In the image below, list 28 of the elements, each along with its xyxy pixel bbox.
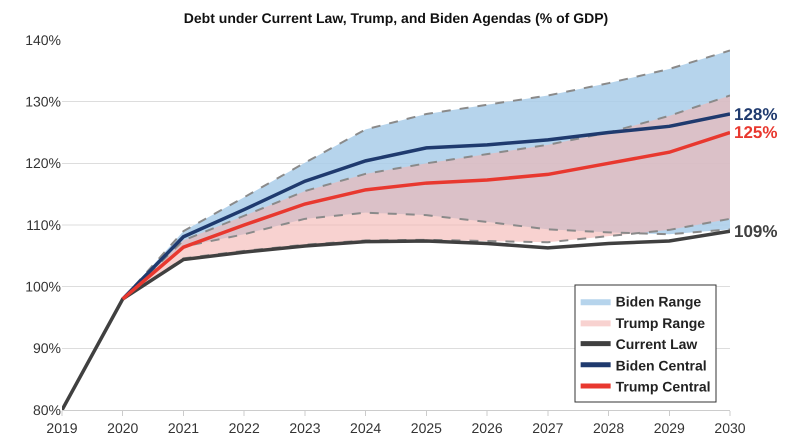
y-tick-label: 130% bbox=[25, 94, 61, 110]
x-tick-label: 2026 bbox=[472, 420, 503, 436]
text: 128% bbox=[734, 105, 778, 124]
legend-label: Trump Central bbox=[616, 378, 711, 394]
y-tick-label: 120% bbox=[25, 155, 61, 172]
x-tick-label: 2028 bbox=[592, 420, 624, 436]
legend-label: Trump Range bbox=[616, 314, 706, 331]
legend-label: Biden Central bbox=[616, 357, 707, 374]
chart-title: Debt under Current Law, Trump, and Biden Agendas (% of GDP) bbox=[184, 10, 608, 26]
x-tick-label: 2019 bbox=[46, 420, 78, 436]
legend-label: Current Law bbox=[616, 336, 698, 352]
x-tick-label: 2024 bbox=[350, 420, 382, 436]
y-tick-label: 140% bbox=[25, 32, 61, 48]
y-tick-label: 110% bbox=[26, 216, 61, 233]
x-tick-label: 2025 bbox=[410, 420, 442, 436]
x-tick-label: 2021 bbox=[168, 420, 200, 436]
y-tick-label: 100% bbox=[25, 278, 61, 295]
x-tick-label: 2023 bbox=[289, 420, 321, 436]
y-tick-label: 80% bbox=[32, 402, 61, 418]
y-tick-label: 90% bbox=[32, 340, 61, 356]
text: 125% bbox=[734, 123, 778, 142]
x-tick-label: 2020 bbox=[107, 420, 139, 436]
x-tick-label: 2027 bbox=[532, 420, 564, 436]
x-tick-label: 2030 bbox=[714, 420, 746, 436]
x-tick-label: 2029 bbox=[654, 420, 686, 436]
text: 109% bbox=[734, 222, 778, 241]
x-tick-label: 2022 bbox=[228, 420, 260, 436]
legend-label: Biden Range bbox=[616, 294, 702, 310]
